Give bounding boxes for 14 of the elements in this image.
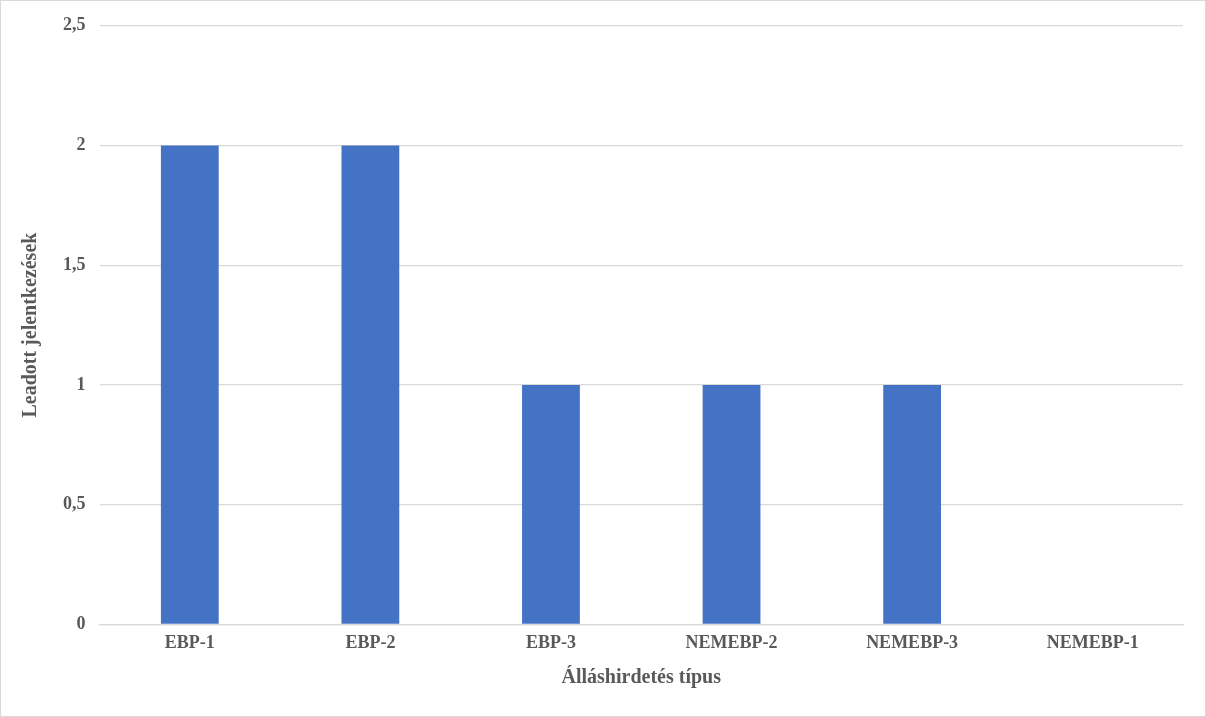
y-tick-label: 2: [76, 134, 86, 155]
x-tick-label: NEMEBP-3: [866, 631, 959, 652]
x-tick-label: NEMEBP-1: [1046, 631, 1139, 652]
x-tick-label: EBP-2: [345, 631, 396, 652]
y-tick-label: 1,5: [63, 253, 86, 274]
x-axis-title: Álláshirdetés típus: [561, 665, 722, 689]
x-tick-label: EBP-3: [525, 631, 576, 652]
y-axis-title: Leadott jelentkezések: [18, 231, 42, 418]
y-tick-label: 0,5: [63, 493, 86, 514]
x-tick-label: NEMEBP-2: [685, 631, 778, 652]
y-tick-label: 0: [76, 613, 86, 634]
y-tick-label: 2,5: [63, 14, 86, 35]
y-tick-label: 1: [76, 373, 86, 394]
x-tick-label: EBP-1: [164, 631, 215, 652]
